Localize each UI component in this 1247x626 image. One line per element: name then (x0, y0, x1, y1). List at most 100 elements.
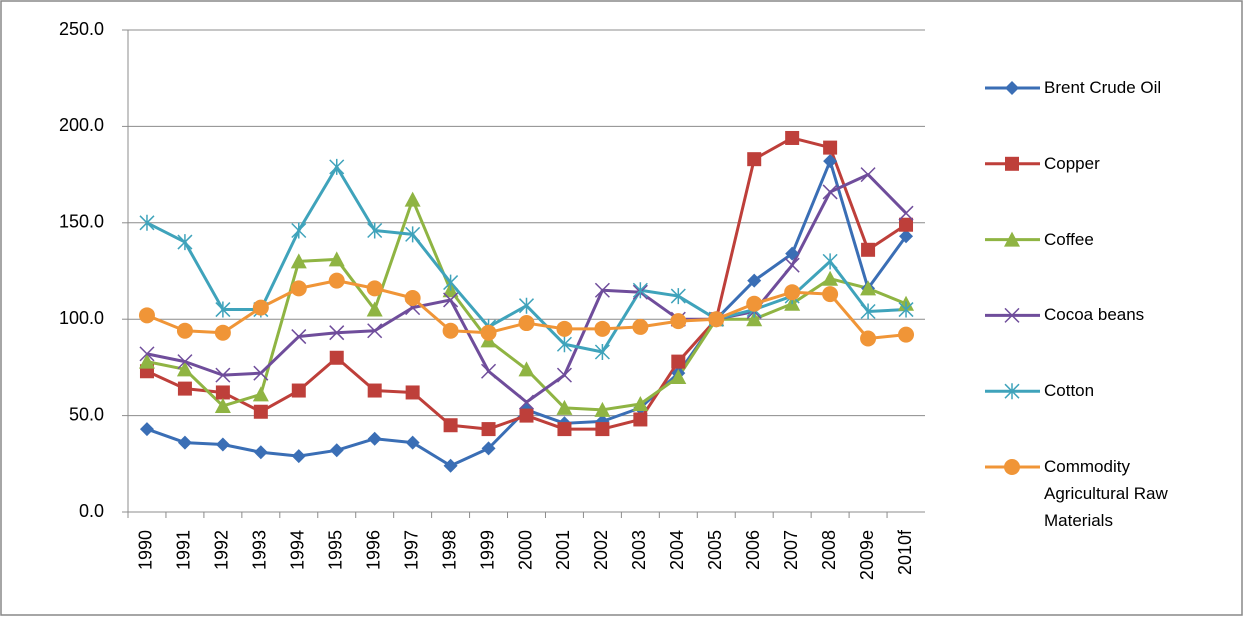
marker (177, 234, 193, 251)
marker (556, 336, 572, 353)
marker (404, 191, 421, 207)
legend-label: Brent Crude Oil (1044, 78, 1162, 97)
y-tick-label: 100.0 (59, 308, 104, 328)
marker (177, 354, 193, 370)
marker (823, 140, 838, 155)
marker (746, 311, 763, 327)
marker (290, 253, 307, 269)
marker (746, 295, 763, 312)
marker (822, 253, 838, 270)
marker (328, 251, 345, 267)
marker (138, 307, 155, 324)
x-tick-label: 1997 (401, 530, 421, 570)
marker (443, 458, 458, 473)
legend-marker (1005, 81, 1019, 95)
marker (594, 320, 611, 337)
marker (518, 297, 535, 314)
marker (442, 322, 459, 339)
marker (367, 222, 383, 239)
marker (595, 422, 610, 437)
marker (822, 184, 838, 200)
marker (898, 326, 915, 343)
marker (405, 435, 420, 450)
marker (215, 301, 231, 318)
x-tick-label: 2002 (591, 530, 611, 570)
marker (481, 441, 496, 456)
marker (328, 272, 345, 289)
marker (177, 381, 192, 396)
x-tick-label: 2003 (629, 530, 649, 570)
legend-entry: Cocoa beans (1044, 305, 1144, 324)
x-tick-label: 2004 (667, 530, 687, 570)
marker (518, 315, 535, 332)
marker (861, 242, 876, 257)
marker (405, 226, 421, 243)
marker (214, 397, 231, 413)
marker (329, 350, 344, 365)
x-tick-label: 2008 (819, 530, 839, 570)
marker (594, 282, 610, 298)
marker (139, 346, 155, 362)
marker (556, 399, 573, 415)
marker (632, 318, 649, 335)
y-tick-label: 150.0 (59, 212, 104, 232)
marker (405, 385, 420, 400)
marker (329, 325, 345, 341)
marker (557, 422, 572, 437)
marker (632, 282, 648, 299)
x-tick-label: 2001 (553, 530, 573, 570)
x-tick-label: 2009e (857, 530, 877, 580)
legend-label: Copper (1044, 153, 1100, 173)
marker (138, 353, 155, 369)
marker (443, 274, 459, 291)
marker (481, 422, 496, 437)
x-tick-label: 2000 (515, 530, 535, 570)
marker (177, 435, 192, 450)
marker (215, 437, 230, 452)
marker (214, 324, 231, 341)
x-tick-label: 1995 (325, 530, 345, 570)
marker (784, 284, 801, 301)
marker (176, 361, 193, 377)
y-tick-label: 50.0 (69, 404, 104, 424)
marker (481, 363, 497, 379)
marker (860, 330, 877, 347)
marker (291, 449, 306, 464)
marker (860, 280, 877, 296)
legend-entry: Coffee (1044, 230, 1094, 249)
marker (215, 367, 231, 383)
x-tick-label: 1996 (363, 530, 383, 570)
marker (594, 343, 610, 360)
legend-marker (1004, 307, 1020, 323)
marker (367, 383, 382, 398)
marker (898, 205, 914, 221)
x-tick-label: 2007 (781, 530, 801, 570)
x-tick-label: 1999 (477, 530, 497, 570)
marker (443, 292, 459, 308)
marker (671, 354, 686, 369)
marker (670, 288, 686, 305)
marker (176, 322, 193, 339)
marker (632, 396, 649, 412)
legend-entry: Commodity Agricultural Raw Materials (1044, 457, 1168, 530)
legend-marker (1005, 156, 1019, 171)
marker (519, 408, 534, 423)
legend-marker (1004, 383, 1020, 400)
marker (252, 299, 269, 316)
marker (139, 214, 155, 231)
x-tick-label: 1998 (439, 530, 459, 570)
marker (253, 445, 268, 460)
marker (443, 418, 458, 433)
legend-marker (1004, 459, 1020, 475)
marker (899, 217, 914, 232)
marker (253, 365, 269, 381)
marker (899, 229, 914, 244)
marker (860, 167, 876, 183)
legend-entry: Copper (1044, 153, 1100, 173)
marker (366, 301, 383, 317)
marker (518, 361, 535, 377)
marker (291, 222, 307, 239)
marker (860, 303, 876, 320)
x-tick-label: 2005 (705, 530, 725, 570)
